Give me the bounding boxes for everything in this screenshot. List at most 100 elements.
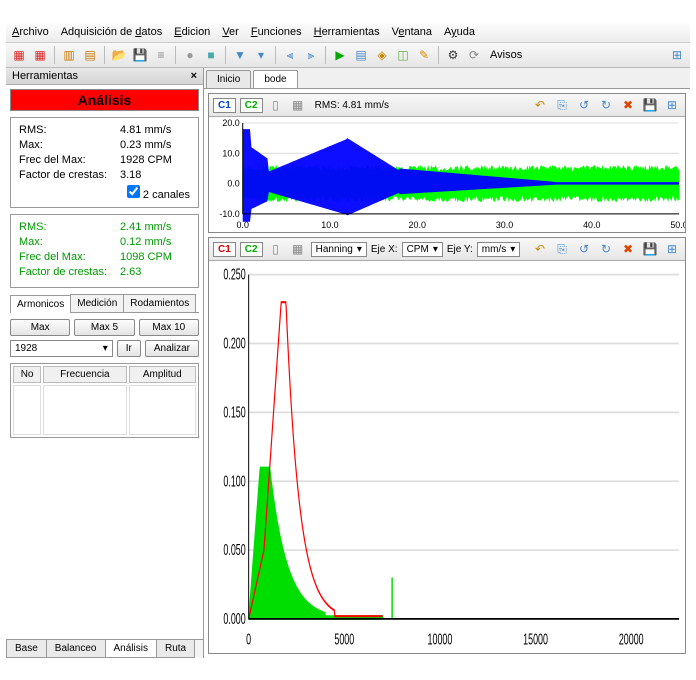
rms2-label: RMS: xyxy=(19,221,120,233)
fwd-spec-icon[interactable]: ↻ xyxy=(597,240,615,258)
tool-icon-3[interactable]: ▥ xyxy=(60,46,78,64)
waveform-chart: -10.00.010.020.00.010.020.030.040.050.0 xyxy=(209,117,685,232)
menu-adquisicion[interactable]: Adquisición de datos xyxy=(61,26,163,38)
subtab-medicion[interactable]: Medición xyxy=(70,294,124,312)
freq-select[interactable]: 1928▾ xyxy=(10,340,113,357)
edit-icon[interactable]: ✎ xyxy=(415,46,433,64)
subtab-rodamientos[interactable]: Rodamientos xyxy=(123,294,196,312)
channels-label: 2 canales xyxy=(143,189,190,201)
svg-text:0.150: 0.150 xyxy=(223,404,245,421)
svg-text:50.0: 50.0 xyxy=(670,220,685,230)
c1-spec-button[interactable]: C1 xyxy=(213,242,236,257)
fwd-icon[interactable]: ↻ xyxy=(597,96,615,114)
c2-button[interactable]: C2 xyxy=(240,98,263,113)
max5-button[interactable]: Max 5 xyxy=(74,319,134,336)
menu-edicion[interactable]: Edicion xyxy=(174,26,210,38)
ir-button[interactable]: Ir xyxy=(117,340,141,357)
window-icon[interactable]: ⊞ xyxy=(668,46,686,64)
btab-analisis[interactable]: Análisis xyxy=(105,640,157,658)
cursor-spec-icon[interactable]: ▯ xyxy=(267,240,285,258)
analizar-button[interactable]: Analizar xyxy=(145,340,199,357)
max-value: 0.23 mm/s xyxy=(120,139,190,151)
expand-icon[interactable]: ⊞ xyxy=(663,96,681,114)
svg-text:20.0: 20.0 xyxy=(222,118,239,128)
frec2-value: 1098 CPM xyxy=(120,251,190,263)
main-area: Herramientas × Análisis RMS:4.81 mm/s Ma… xyxy=(6,68,690,658)
btab-base[interactable]: Base xyxy=(6,640,47,658)
table-row xyxy=(13,385,196,435)
ejex-select[interactable]: CPM▾ xyxy=(402,242,443,257)
gear-icon[interactable]: ⚙ xyxy=(444,46,462,64)
tab-inicio[interactable]: Inicio xyxy=(206,70,251,88)
btab-balanceo[interactable]: Balanceo xyxy=(46,640,106,658)
save-chart-icon[interactable]: 💾 xyxy=(641,96,659,114)
factor-label: Factor de crestas: xyxy=(19,169,120,181)
sidebar-title: Herramientas xyxy=(12,70,78,82)
svg-text:0.250: 0.250 xyxy=(223,266,245,283)
max10-button[interactable]: Max 10 xyxy=(139,319,199,336)
btab-ruta[interactable]: Ruta xyxy=(156,640,195,658)
undo-icon[interactable]: ↶ xyxy=(531,96,549,114)
content-area: Inicio bode C1 C2 ▯ ▦ RMS: 4.81 mm/s ↶ ⎘… xyxy=(204,68,690,658)
factor-value: 3.18 xyxy=(120,169,190,181)
tab-bode[interactable]: bode xyxy=(253,70,297,88)
subtab-armonicos[interactable]: Armonicos xyxy=(10,295,71,313)
open-icon[interactable]: 📂 xyxy=(110,46,128,64)
svg-text:0.0: 0.0 xyxy=(227,179,239,189)
play-icon[interactable]: ▶ xyxy=(331,46,349,64)
stats-channel-1: RMS:4.81 mm/s Max:0.23 mm/s Frec del Max… xyxy=(10,117,199,208)
channels-checkbox[interactable] xyxy=(127,185,140,198)
expand-spec-icon[interactable]: ⊞ xyxy=(663,240,681,258)
max-buttons-row: Max Max 5 Max 10 xyxy=(10,319,199,336)
bracket-icon-2[interactable]: ⫸ xyxy=(302,46,320,64)
tool-icon-1[interactable]: ▦ xyxy=(10,46,28,64)
close-spec-icon[interactable]: ✖ xyxy=(619,240,637,258)
tool-icon-4[interactable]: ▤ xyxy=(81,46,99,64)
max-button[interactable]: Max xyxy=(10,319,70,336)
save-icon[interactable]: 💾 xyxy=(131,46,149,64)
svg-text:30.0: 30.0 xyxy=(496,220,513,230)
copy-icon[interactable]: ⎘ xyxy=(553,96,571,114)
frec2-label: Frec del Max: xyxy=(19,251,120,263)
bracket-icon-1[interactable]: ⫷ xyxy=(281,46,299,64)
menu-herramientas[interactable]: Herramientas xyxy=(314,26,380,38)
menu-ventana[interactable]: Ventana xyxy=(392,26,432,38)
menu-funciones[interactable]: Funciones xyxy=(251,26,302,38)
back-spec-icon[interactable]: ↺ xyxy=(575,240,593,258)
waveform-toolbar: C1 C2 ▯ ▦ RMS: 4.81 mm/s ↶ ⎘ ↺ ↻ ✖ 💾 ⊞ xyxy=(209,94,685,117)
save-spec-icon[interactable]: 💾 xyxy=(641,240,659,258)
close-chart-icon[interactable]: ✖ xyxy=(619,96,637,114)
undo-spec-icon[interactable]: ↶ xyxy=(531,240,549,258)
refresh-icon[interactable]: ⟳ xyxy=(465,46,483,64)
menu-ayuda[interactable]: Ayuda xyxy=(444,26,475,38)
filter-icon[interactable]: ▼ xyxy=(231,46,249,64)
avisos-label[interactable]: Avisos xyxy=(490,49,522,61)
sidebar-close-icon[interactable]: × xyxy=(191,70,197,82)
tool-icon-2[interactable]: ▦ xyxy=(31,46,49,64)
grid-spec-icon[interactable]: ▦ xyxy=(289,240,307,258)
svg-text:10.0: 10.0 xyxy=(321,220,338,230)
window-select[interactable]: Hanning▾ xyxy=(311,242,367,257)
max2-value: 0.12 mm/s xyxy=(120,236,190,248)
svg-text:10.0: 10.0 xyxy=(222,148,239,158)
rms2-value: 2.41 mm/s xyxy=(120,221,190,233)
list-icon[interactable]: ▤ xyxy=(352,46,370,64)
chart-icon[interactable]: ◫ xyxy=(394,46,412,64)
menu-archivo[interactable]: Archivo xyxy=(12,26,49,38)
spectrum-chart: 0.0000.0500.1000.1500.2000.2500500010000… xyxy=(209,261,685,653)
record-icon[interactable]: ● xyxy=(181,46,199,64)
menu-bar: Archivo Adquisición de datos Edicion Ver… xyxy=(6,22,690,43)
tool-icon-16[interactable]: ◈ xyxy=(373,46,391,64)
tool-icon-7[interactable]: ≡ xyxy=(152,46,170,64)
c2-spec-button[interactable]: C2 xyxy=(240,242,263,257)
back-icon[interactable]: ↺ xyxy=(575,96,593,114)
c1-button[interactable]: C1 xyxy=(213,98,236,113)
cursor-icon[interactable]: ▯ xyxy=(267,96,285,114)
copy-spec-icon[interactable]: ⎘ xyxy=(553,240,571,258)
ejey-select[interactable]: mm/s▾ xyxy=(477,242,520,257)
menu-ver[interactable]: Ver xyxy=(222,26,239,38)
grid-icon[interactable]: ▦ xyxy=(289,96,307,114)
stop-icon[interactable]: ■ xyxy=(202,46,220,64)
tool-icon-11[interactable]: ▾ xyxy=(252,46,270,64)
spectrum-toolbar: C1 C2 ▯ ▦ Hanning▾ Eje X: CPM▾ Eje Y: mm… xyxy=(209,238,685,261)
